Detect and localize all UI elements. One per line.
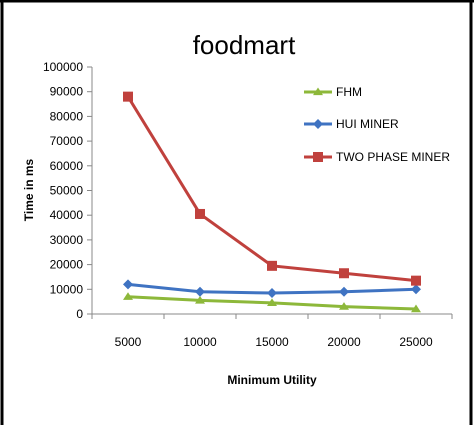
y-tick-label: 20000 xyxy=(50,258,84,272)
y-tick-label: 60000 xyxy=(50,159,84,173)
legend-label-hui-miner: HUI MINER xyxy=(336,117,399,131)
series-layer xyxy=(123,91,421,313)
data-point-fhm xyxy=(411,304,421,313)
data-point-two-phase-miner xyxy=(195,208,205,219)
y-axis-title: Time in ms xyxy=(22,158,36,221)
legend-marker-two-phase-miner xyxy=(313,152,323,162)
data-point-fhm xyxy=(339,302,349,310)
data-point-two-phase-miner xyxy=(123,91,133,102)
x-tick-label: 25000 xyxy=(399,335,433,349)
x-tick-label: 20000 xyxy=(327,335,361,349)
data-point-two-phase-miner xyxy=(267,260,277,271)
y-tick-label: 40000 xyxy=(50,208,84,222)
data-point-hui-miner xyxy=(339,286,349,297)
data-point-hui-miner xyxy=(267,288,277,299)
chart-title: foodmart xyxy=(193,30,296,60)
data-point-two-phase-miner xyxy=(411,275,421,286)
y-tick-label: 70000 xyxy=(50,134,84,148)
y-tick-label: 100000 xyxy=(43,60,83,74)
x-axis-title: Minimum Utility xyxy=(227,373,317,387)
x-tick-label: 10000 xyxy=(183,335,217,349)
y-tick-label: 0 xyxy=(76,307,83,321)
y-axis-ticks: 0 10000 20000 30000 40000 50000 60000 70000 8000… xyxy=(43,60,92,321)
data-point-fhm xyxy=(195,295,205,304)
y-tick-label: 10000 xyxy=(50,282,84,296)
data-point-fhm xyxy=(267,298,277,307)
legend-label-fhm: FHM xyxy=(336,85,362,99)
legend-marker-fhm xyxy=(313,87,323,96)
data-point-hui-miner xyxy=(123,279,133,290)
data-point-two-phase-miner xyxy=(339,268,349,279)
data-point-hui-miner xyxy=(195,286,205,297)
y-tick-label: 30000 xyxy=(50,233,84,247)
x-tick-label: 5000 xyxy=(115,335,142,349)
data-point-fhm xyxy=(123,292,133,300)
x-axis-ticks: 5000 10000 15000 20000 25000 xyxy=(91,314,453,349)
y-tick-label: 90000 xyxy=(50,85,84,99)
data-point-hui-miner xyxy=(411,284,421,295)
legend-label-two-phase-miner: TWO PHASE MINER xyxy=(336,150,450,164)
y-tick-label: 50000 xyxy=(50,184,84,198)
legend: FHM HUI MINER TWO PHASE MINER xyxy=(304,85,450,164)
x-tick-label: 15000 xyxy=(255,335,289,349)
y-tick-label: 80000 xyxy=(50,109,84,123)
legend-marker-hui-miner xyxy=(313,119,323,129)
